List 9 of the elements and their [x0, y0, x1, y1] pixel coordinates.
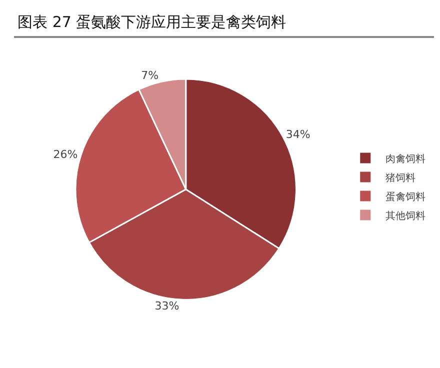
legend-label: 肉禽饲料: [385, 152, 426, 165]
legend-label: 其他饲料: [385, 210, 426, 222]
data-label: 33%: [154, 300, 180, 313]
data-label: 26%: [53, 148, 78, 162]
legend-label: 猪饲料: [385, 172, 416, 184]
chart-title: 图表 27 蛋氨酸下游应用主要是禽类饲料: [18, 13, 286, 32]
data-label: 34%: [286, 128, 310, 142]
data-label: 7%: [141, 68, 159, 82]
legend-label: 蛋禽饲料: [385, 190, 426, 203]
